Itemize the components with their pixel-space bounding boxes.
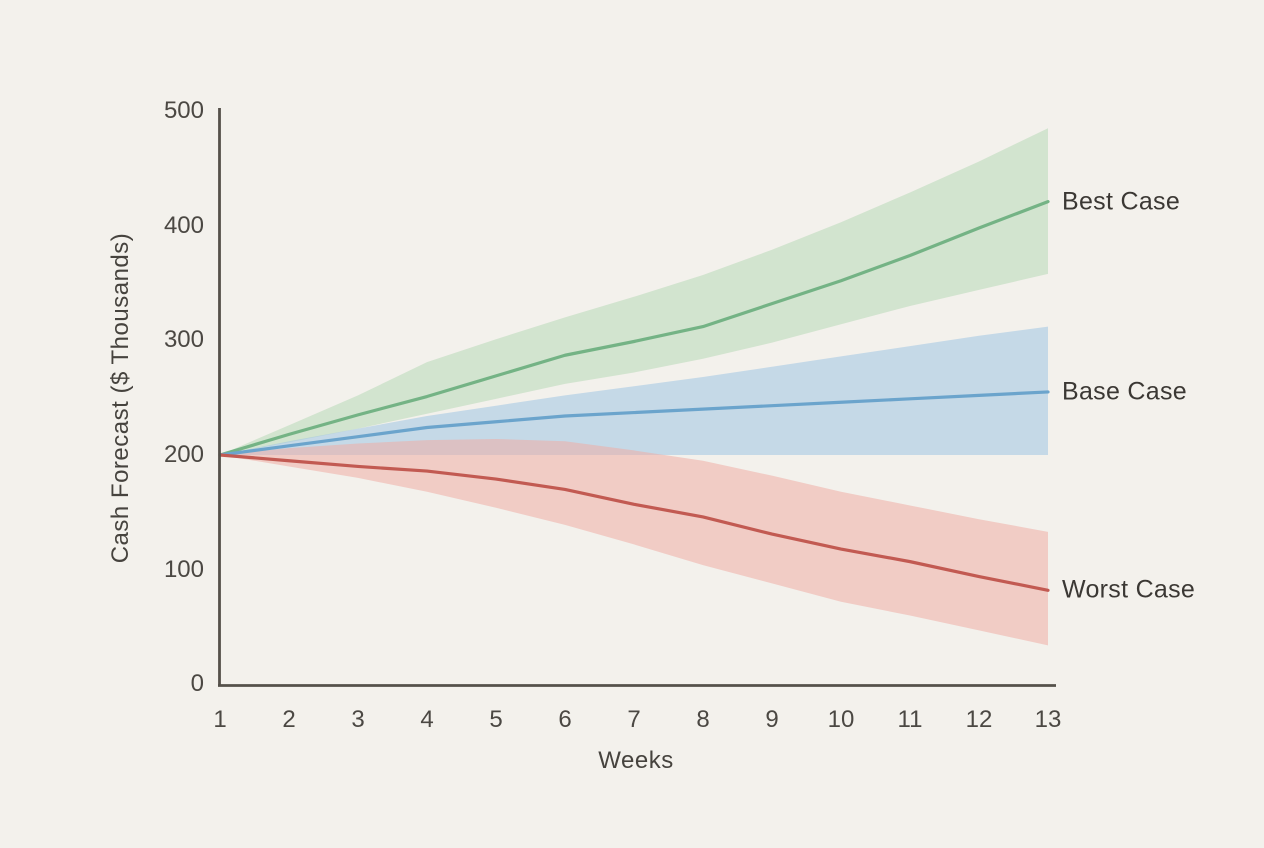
x-tick-label: 8 xyxy=(696,706,710,733)
x-tick-label: 2 xyxy=(282,706,296,733)
x-tick-label: 6 xyxy=(558,706,572,733)
y-tick-label: 100 xyxy=(163,555,204,583)
best-case-line xyxy=(218,200,1050,457)
y-tick-label: 300 xyxy=(163,326,204,354)
series-label-base-case: Base Case xyxy=(1062,377,1187,406)
series-label-best-case: Best Case xyxy=(1062,187,1181,216)
x-tick-label: 12 xyxy=(965,706,993,733)
x-tick-label: 13 xyxy=(1034,706,1062,733)
x-tick-label: 1 xyxy=(213,706,227,733)
best-case-band xyxy=(220,128,1048,455)
y-tick-label: 500 xyxy=(163,97,204,125)
worst-case-line xyxy=(218,453,1050,592)
y-tick-label: 400 xyxy=(163,211,204,239)
x-tick-label: 10 xyxy=(827,706,855,733)
x-tick-label: 9 xyxy=(765,706,779,733)
y-axis-title: Cash Forecast ($ Thousands) xyxy=(107,232,134,564)
x-tick-label: 3 xyxy=(351,706,365,733)
base-case-band xyxy=(220,326,1048,455)
base-case-line xyxy=(218,390,1050,457)
x-tick-label: 4 xyxy=(420,706,434,733)
x-tick-label: 11 xyxy=(897,706,923,733)
y-tick-label: 0 xyxy=(190,670,204,698)
worst-case-band xyxy=(220,438,1048,646)
series-label-worst-case: Worst Case xyxy=(1062,575,1196,604)
x-axis-title: Weeks xyxy=(598,747,674,774)
y-tick-label: 200 xyxy=(163,441,204,468)
x-tick-label: 5 xyxy=(489,706,503,733)
x-tick-label: 7 xyxy=(627,706,641,733)
